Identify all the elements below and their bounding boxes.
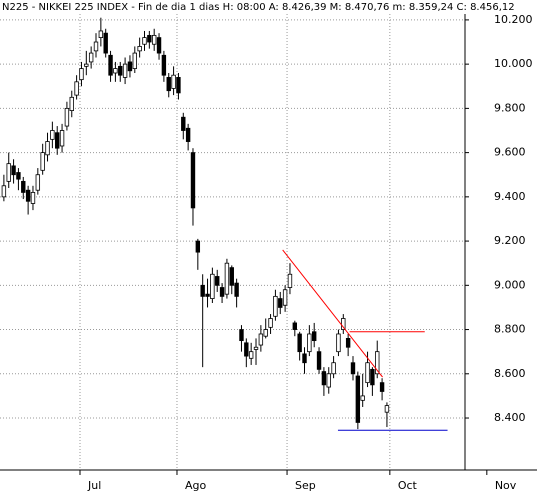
candle-body (316, 351, 322, 370)
y-tick-label: 10.000 (494, 57, 533, 70)
candle-body (127, 61, 133, 72)
candle-body (181, 116, 186, 131)
candle-body (302, 353, 307, 364)
candle-body (30, 192, 36, 204)
candle-body (360, 395, 365, 401)
x-tick-label: Jul (87, 479, 101, 492)
candle-body (93, 41, 99, 52)
candle-body (161, 54, 167, 76)
y-tick-label: 9.200 (494, 234, 526, 247)
candle-body (16, 172, 21, 180)
candle-body (103, 32, 108, 54)
y-tick-label: 9.400 (494, 190, 526, 203)
candle-body (365, 362, 370, 384)
y-tick-label: 9.000 (494, 278, 526, 291)
candle-body (35, 174, 41, 191)
candle-body (297, 333, 302, 353)
candle-body (224, 262, 230, 295)
y-tick-label: 9.800 (494, 101, 526, 114)
candle-body (215, 276, 220, 286)
candle-body (229, 267, 234, 286)
candle-body (268, 318, 273, 328)
candle-body (321, 371, 327, 386)
candle-body (375, 351, 380, 375)
candle-body (258, 333, 264, 346)
candle-body (253, 346, 259, 350)
candle-body (55, 132, 60, 149)
candle-body (248, 351, 254, 359)
candle-body (292, 322, 298, 330)
candle-body (113, 68, 118, 74)
candle-body (331, 362, 336, 375)
candle-body (336, 333, 341, 353)
candle-body (219, 287, 225, 297)
candle-body (69, 96, 74, 111)
y-tick-label: 8.600 (494, 367, 526, 380)
candle-body (273, 295, 278, 317)
candle-body (176, 77, 181, 94)
candle-body (21, 180, 26, 193)
candle-body (282, 289, 288, 306)
candle-body (79, 68, 84, 81)
candle-body (312, 331, 317, 342)
candle-body (88, 52, 94, 63)
candle-body (171, 74, 176, 89)
candle-body (74, 81, 79, 96)
candle-body (345, 337, 351, 348)
candle-body (122, 63, 128, 78)
candle-body (185, 127, 191, 142)
candle-body (84, 63, 89, 67)
candle-body (25, 189, 31, 202)
candle-body (45, 141, 50, 156)
candle-body (137, 46, 142, 52)
candle-body (244, 342, 249, 357)
candle-body (278, 298, 283, 308)
candle-body (50, 130, 55, 140)
candle-body (108, 54, 113, 76)
candle-body (350, 362, 356, 375)
candle-body (59, 130, 65, 147)
candle-body (1, 185, 7, 198)
x-tick-label: Sep (295, 479, 316, 492)
candle-body (151, 34, 157, 45)
candle-body (195, 240, 201, 253)
candle-body (234, 282, 239, 297)
candle-body (287, 273, 293, 288)
y-tick-label: 8.400 (494, 411, 526, 424)
candle-body (98, 30, 104, 39)
candle-body (370, 368, 375, 386)
y-tick-label: 10.200 (494, 13, 533, 26)
y-tick-label: 9.600 (494, 146, 526, 159)
x-tick-label: Nov (495, 479, 517, 492)
candle-body (210, 273, 215, 299)
candle-body (40, 152, 45, 171)
candle-body (11, 165, 16, 176)
candle-body (156, 37, 162, 54)
candle-body (355, 375, 361, 423)
x-tick-label: Oct (398, 479, 418, 492)
candle-body (64, 107, 70, 127)
candle-body (166, 77, 171, 92)
candle-body (384, 405, 390, 413)
candle-body (307, 333, 312, 353)
chart-title: N225 - NIKKEI 225 INDEX - Fin de dia 1 d… (2, 2, 515, 13)
candle-body (118, 65, 123, 76)
candle-body (263, 329, 268, 337)
candle-body (379, 382, 385, 392)
candle-body (200, 284, 205, 297)
candle-body (190, 152, 196, 209)
candle-body (6, 163, 11, 182)
candle-body (239, 329, 244, 342)
candle-body (147, 34, 152, 43)
candle-body (132, 52, 137, 69)
y-tick-label: 8.800 (494, 323, 526, 336)
candle-body (142, 37, 147, 45)
trend-line (282, 249, 383, 378)
candle-body (326, 373, 331, 388)
candle-body (205, 293, 210, 297)
x-tick-label: Ago (185, 479, 207, 492)
